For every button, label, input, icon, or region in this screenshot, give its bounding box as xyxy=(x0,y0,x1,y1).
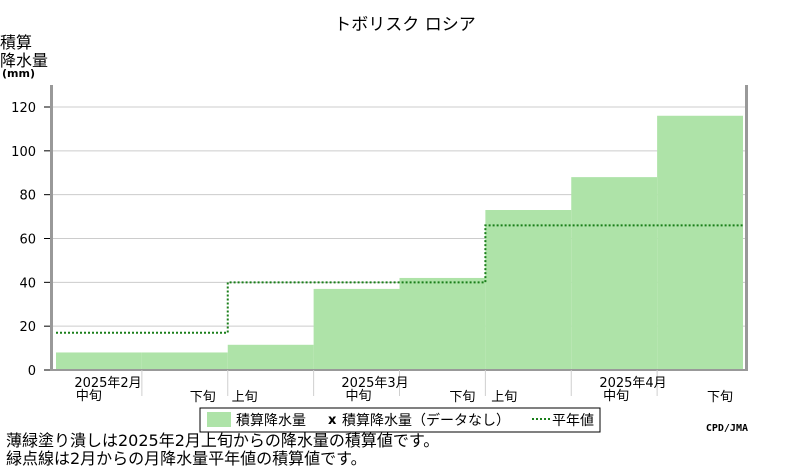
y-tick-label-60: 60 xyxy=(19,233,36,248)
frame-left xyxy=(50,85,53,370)
legend-swatch-accumulated xyxy=(207,412,231,427)
x-tick-month-2: 2025年4月 xyxy=(599,376,666,391)
y-axis-unit-label: (mm) xyxy=(2,67,35,80)
x-tick-dekad-7: 下旬 xyxy=(707,390,733,405)
y-tick-label-0: 0 xyxy=(28,364,36,379)
precip-bar-1 xyxy=(141,352,228,370)
legend-label-normal: 平年値 xyxy=(552,413,594,429)
x-axis-ticks: 中旬 下旬 上旬 中旬 下旬 上旬 中旬 下旬 2025年2月 2025年3月 2025年4月 xyxy=(74,370,733,405)
x-tick-dekad-3: 中旬 xyxy=(346,389,372,404)
y-axis-label-line-2: 降水量 xyxy=(0,51,48,70)
precip-bar-6 xyxy=(571,177,658,370)
credit-label: CPD/JMA xyxy=(706,423,748,434)
precip-bar-0 xyxy=(56,352,142,370)
y-axis-label-line-1: 積算 xyxy=(0,33,32,52)
legend: 積算降水量 x 積算降水量（データなし） 平年値 xyxy=(199,407,601,433)
x-tick-month-0: 2025年2月 xyxy=(74,376,141,391)
y-tick-label-40: 40 xyxy=(19,276,36,291)
x-tick-dekad-6: 中旬 xyxy=(603,389,629,404)
y-tick-label-120: 120 xyxy=(11,101,36,116)
x-tick-dekad-2: 上旬 xyxy=(232,390,258,405)
normal-step-line xyxy=(56,224,743,334)
y-tick-label-100: 100 xyxy=(11,145,36,160)
x-tick-month-1: 2025年3月 xyxy=(341,376,408,391)
legend-marker-x: x xyxy=(328,413,337,428)
x-tick-dekad-1: 下旬 xyxy=(190,390,216,405)
x-tick-dekad-0: 中旬 xyxy=(76,389,102,404)
note-line-1: 薄緑塗り潰しは2025年2月上旬からの降水量の積算値です。 xyxy=(6,431,440,450)
accumulated-precipitation-area xyxy=(56,115,743,371)
precip-bar-7 xyxy=(657,115,743,371)
chart-title: トボリスク ロシア xyxy=(334,15,475,35)
y-tick-label-20: 20 xyxy=(19,320,36,335)
frame-right xyxy=(745,85,748,370)
y-tick-label-80: 80 xyxy=(19,189,36,204)
precip-bar-3 xyxy=(313,288,400,370)
y-axis-ticks: 0 20 40 60 80 100 120 xyxy=(11,101,50,379)
legend-label-accumulated: 積算降水量 xyxy=(236,413,306,429)
x-tick-dekad-5: 上旬 xyxy=(491,390,517,405)
normal-value-line xyxy=(56,224,743,334)
precip-bar-4 xyxy=(399,277,486,370)
legend-label-no-data: 積算降水量（データなし） xyxy=(342,412,510,429)
precip-bar-5 xyxy=(485,210,572,370)
precip-bar-2 xyxy=(227,344,314,370)
x-tick-dekad-4: 下旬 xyxy=(449,390,475,405)
note-line-2: 緑点線は2月からの月降水量平年値の積算値です。 xyxy=(6,449,367,468)
